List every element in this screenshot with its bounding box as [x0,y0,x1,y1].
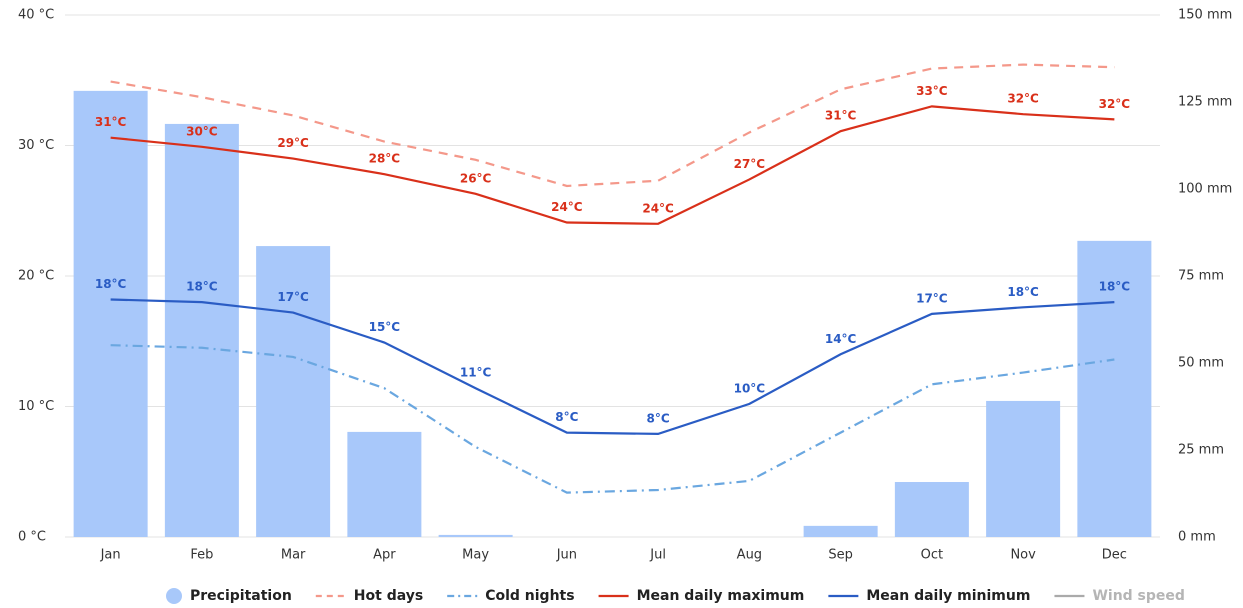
value-label: 24°C [551,200,583,214]
value-label: 27°C [734,157,766,171]
legend-label[interactable]: Mean daily minimum [866,588,1030,604]
value-label: 30°C [186,124,218,138]
value-label: 18°C [95,277,127,291]
precipitation-bar [894,482,969,537]
value-label: 17°C [916,291,948,305]
y2-tick-label: 75 mm [1178,269,1224,284]
y2-tick-label: 50 mm [1178,356,1224,371]
value-label: 17°C [277,290,309,304]
precipitation-bar [256,246,331,537]
value-label: 28°C [369,152,401,166]
x-tick-label: Dec [1102,548,1127,563]
legend-label[interactable]: Cold nights [485,588,574,604]
value-label: 32°C [1007,92,1039,106]
y-tick-label: 10 °C [18,399,54,414]
value-label: 11°C [460,366,492,380]
series-line [110,63,1115,188]
legend-symbol [166,588,182,604]
value-label: 31°C [95,115,127,129]
y-tick-label: 0 °C [18,530,46,545]
y2-tick-label: 25 mm [1178,443,1224,458]
y2-tick-label: 0 mm [1178,530,1216,545]
precipitation-bar [438,534,513,537]
series-line [110,344,1115,494]
legend-label[interactable]: Wind speed [1092,588,1184,604]
value-label: 24°C [642,201,674,215]
x-tick-label: Nov [1010,548,1036,563]
series-line [110,105,1115,225]
legend-label[interactable]: Mean daily maximum [637,588,805,604]
value-label: 18°C [1099,280,1131,294]
x-tick-label: Sep [828,548,853,563]
value-label: 10°C [734,381,766,395]
x-tick-label: Jun [556,548,577,563]
series-line [110,298,1115,436]
x-tick-label: Oct [921,548,943,563]
precipitation-bar [1077,240,1152,538]
value-label: 33°C [916,84,948,98]
y-tick-label: 20 °C [18,269,54,284]
value-label: 29°C [277,136,309,150]
y2-tick-label: 150 mm [1178,8,1232,23]
value-label: 8°C [647,411,670,425]
legend-label[interactable]: Hot days [354,588,423,604]
x-tick-label: Mar [281,548,306,563]
value-label: 15°C [369,320,401,334]
x-tick-label: May [462,548,489,563]
value-label: 31°C [825,109,857,123]
y-tick-label: 40 °C [18,8,54,23]
x-tick-label: Aug [737,548,762,563]
value-label: 8°C [555,410,578,424]
y2-tick-label: 125 mm [1178,95,1232,110]
y-tick-label: 30 °C [18,138,54,153]
precipitation-bar [986,400,1061,537]
x-tick-label: Apr [373,548,396,563]
value-label: 18°C [186,280,218,294]
value-label: 26°C [460,171,492,185]
x-tick-label: Jul [649,548,666,563]
x-tick-label: Jan [100,548,121,563]
legend-label[interactable]: Precipitation [190,588,292,604]
value-label: 32°C [1099,97,1131,111]
value-label: 18°C [1007,285,1039,299]
precipitation-bar [73,90,148,537]
precipitation-bar [347,431,422,537]
precipitation-bar [164,123,239,537]
value-label: 14°C [825,332,857,346]
x-tick-label: Feb [190,548,213,563]
y2-tick-label: 100 mm [1178,182,1232,197]
precipitation-bar [803,525,878,537]
